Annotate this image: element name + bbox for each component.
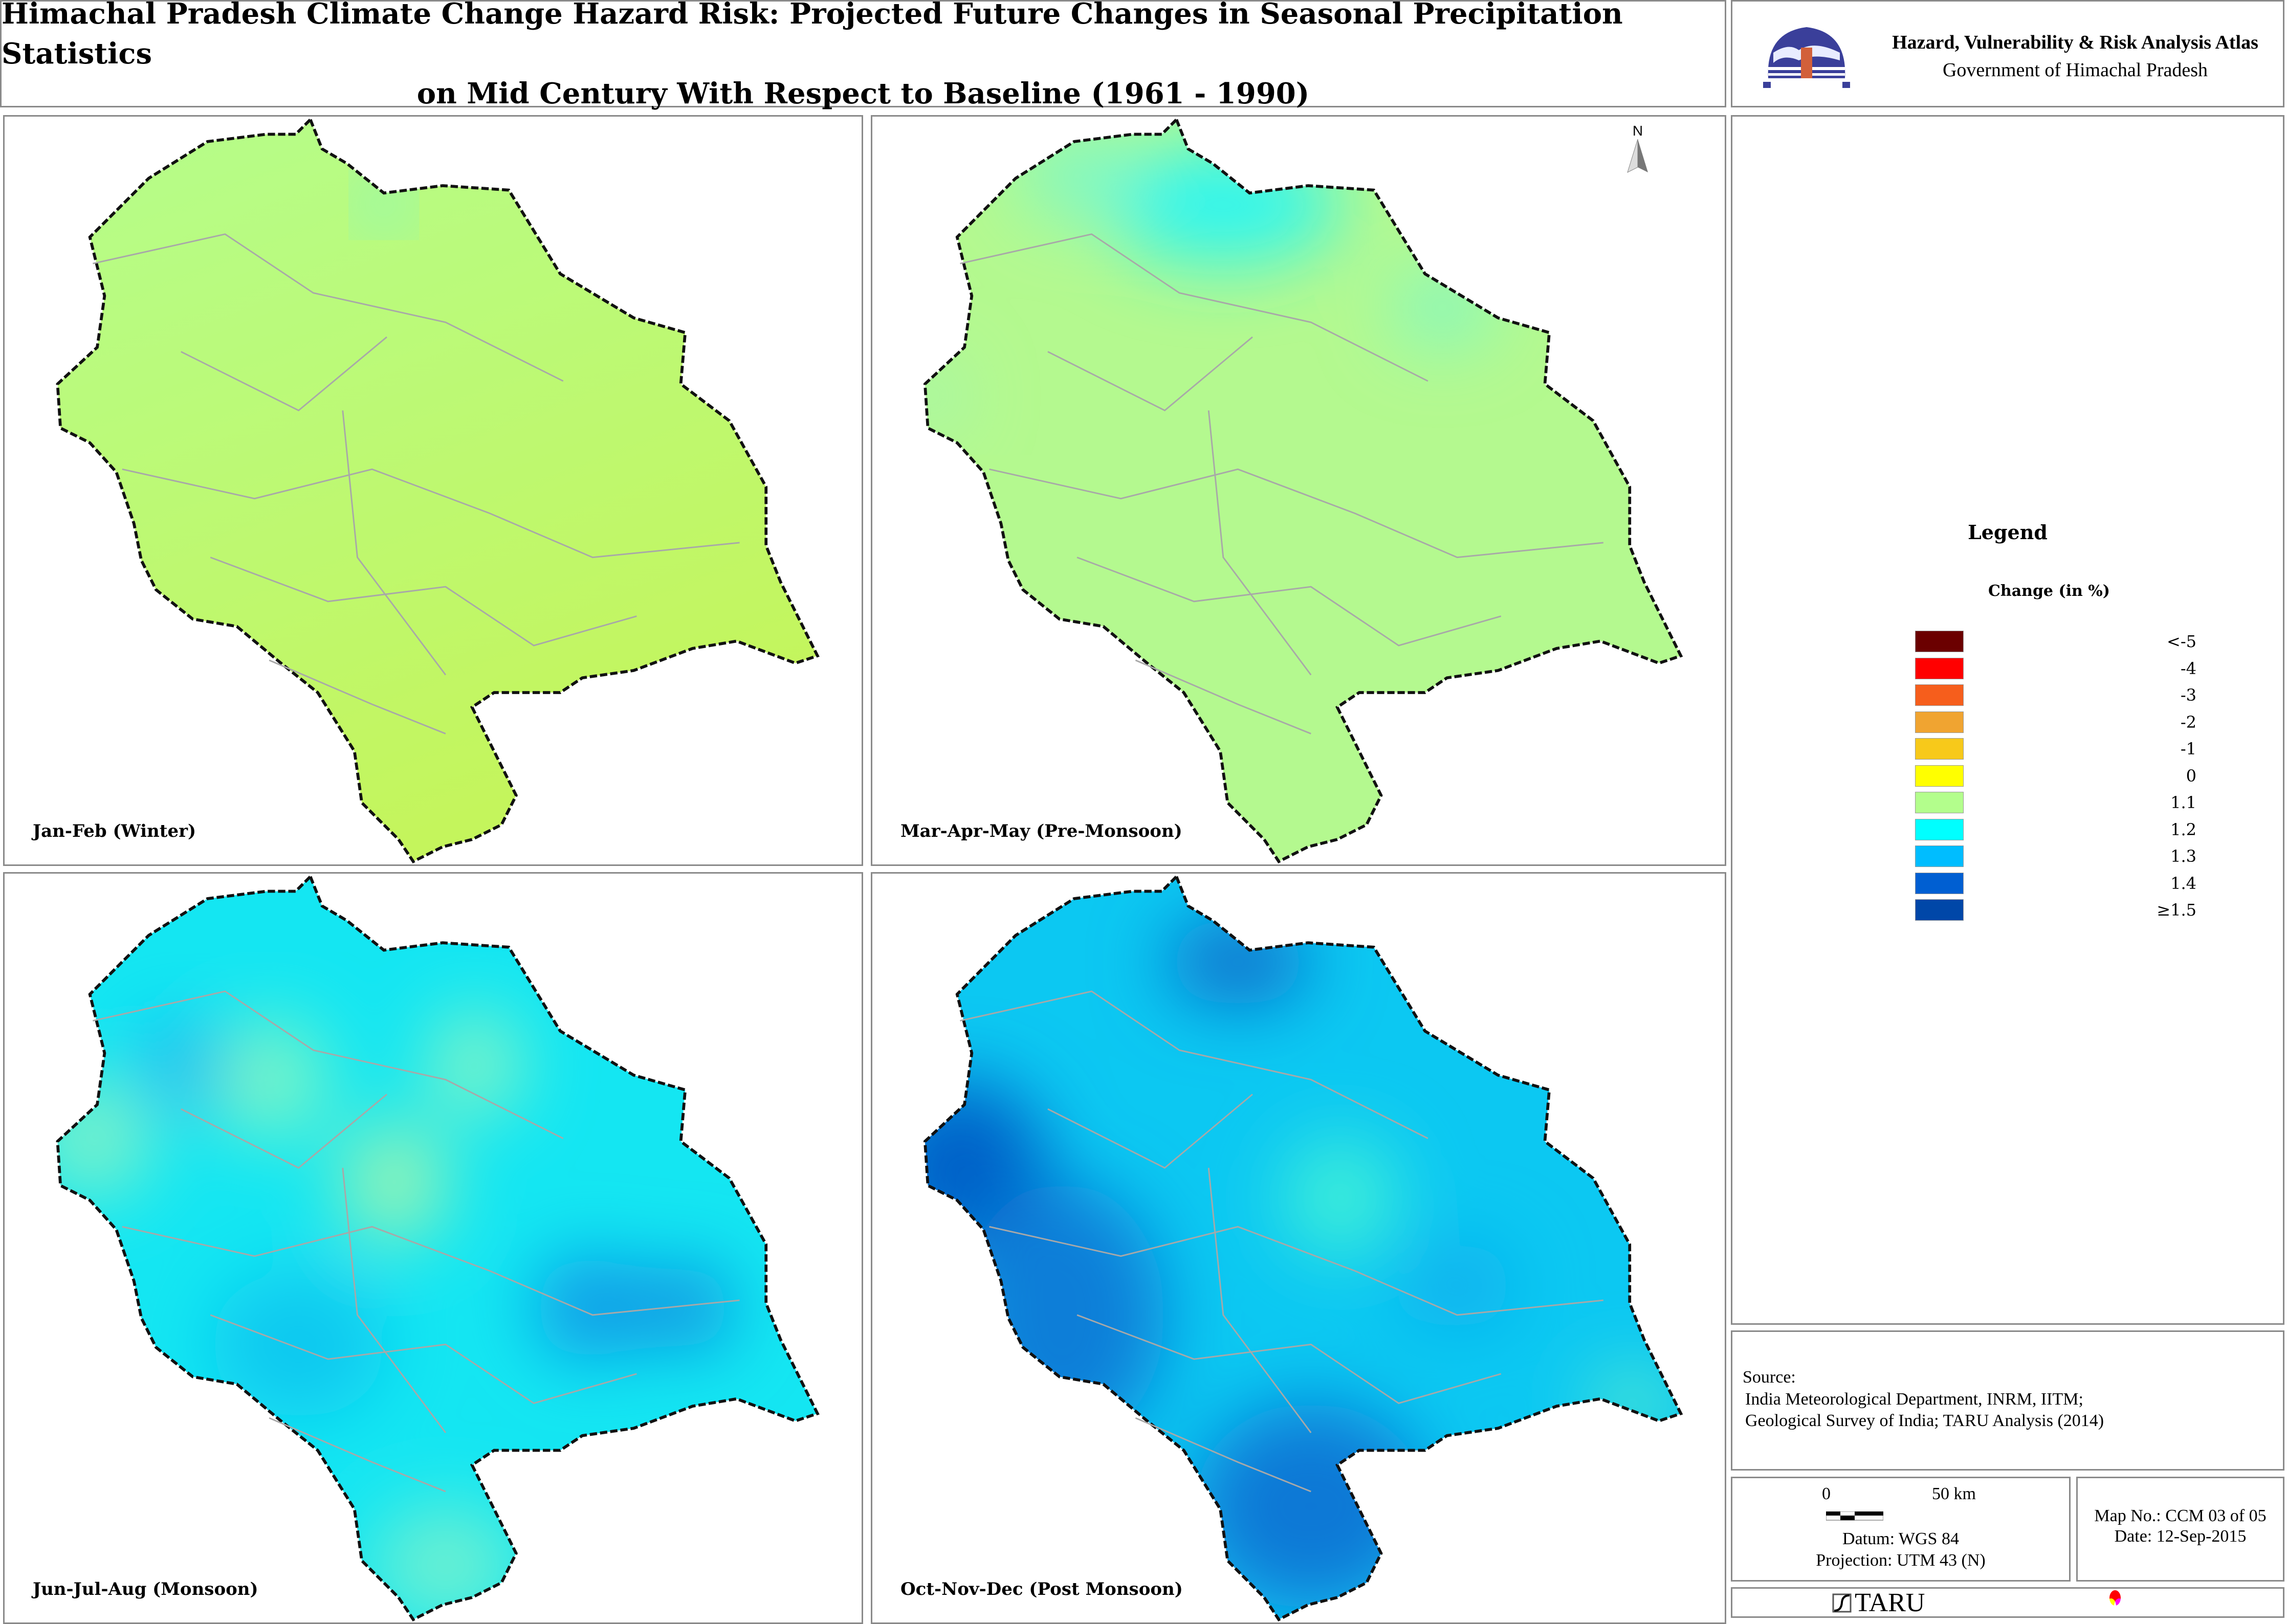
- atlas-subtitle: Government of Himachal Pradesh: [1942, 59, 2208, 81]
- datum: Datum: WGS 84: [1842, 1529, 1959, 1548]
- legend-value: 1.1: [2170, 793, 2196, 812]
- taru-curve-icon: [1832, 1593, 1852, 1613]
- projection: Projection: UTM 43 (N): [1816, 1551, 1986, 1570]
- legend-item: 1.2: [1915, 818, 2287, 840]
- taru-logo: TARU: [1832, 1588, 1925, 1618]
- post-monsoon-map: [872, 874, 1725, 1622]
- legend-value: 1.3: [2170, 847, 2196, 866]
- legend-swatch: [1915, 711, 1964, 733]
- legend-item: 0: [1915, 765, 2287, 787]
- north-arrow: N: [1622, 123, 1653, 179]
- legend-swatch: [1915, 657, 1964, 679]
- legend-item: -3: [1915, 684, 2287, 706]
- north-label: N: [1632, 123, 1643, 139]
- source-heading: Source:: [1743, 1368, 1796, 1387]
- legend-swatch: [1915, 684, 1964, 706]
- map-date: Date: 12-Sep-2015: [2114, 1527, 2247, 1546]
- scale-max: 50 km: [1932, 1484, 1976, 1503]
- legend-swatch: [1915, 738, 1964, 760]
- legend-value: ≥1.5: [2157, 900, 2196, 920]
- panel-label: Jan-Feb (Winter): [33, 821, 196, 841]
- source-box: Source: India Meteorological Department,…: [1731, 1330, 2284, 1471]
- legend-item: 1.3: [1915, 846, 2287, 867]
- legend-swatch: [1915, 765, 1964, 787]
- winter-map: [5, 117, 862, 864]
- atlas-header: Hazard, Vulnerability & Risk Analysis At…: [1731, 0, 2284, 107]
- legend-value: 1.4: [2170, 873, 2196, 893]
- map-panel-monsoon: Jun-Jul-Aug (Monsoon): [3, 872, 863, 1624]
- legend-item: 1.4: [1915, 872, 2287, 894]
- map-number: Map No.: CCM 03 of 05: [2094, 1506, 2267, 1525]
- taru-label: TARU: [1855, 1588, 1925, 1617]
- legend-swatch: [1915, 792, 1964, 813]
- legend-swatch: [1915, 872, 1964, 894]
- source-line-2: Geological Survey of India; TARU Analysi…: [1745, 1411, 2104, 1430]
- himachal-government-logo: [1763, 27, 1850, 89]
- legend-subtitle: Change (in %): [1988, 582, 2110, 600]
- map-panel-winter: Jan-Feb (Winter): [3, 115, 863, 866]
- legend-value: -1: [2180, 739, 2196, 759]
- legend-swatch: [1915, 818, 1964, 840]
- legend-value: -3: [2180, 685, 2196, 705]
- legend-item: <-5: [1915, 631, 2287, 652]
- map-title: Himachal Pradesh Climate Change Hazard R…: [0, 0, 1726, 110]
- footer-logos: TARU: [1731, 1587, 2284, 1618]
- map-panel-pre-monsoon: N Mar-Apr-May (Pre-Monsoon): [871, 115, 1726, 866]
- rgb-circles-icon: [2106, 1590, 2124, 1614]
- legend-swatch: [1915, 846, 1964, 867]
- legend-title: Legend: [1968, 521, 2048, 544]
- legend-item: -2: [1915, 711, 2287, 733]
- legend-item: ≥1.5: [1915, 899, 2287, 921]
- legend-item: -4: [1915, 657, 2287, 679]
- legend-item: 1.1: [1915, 792, 2287, 813]
- map-info-box: Map No.: CCM 03 of 05 Date: 12-Sep-2015: [2076, 1477, 2284, 1582]
- legend-swatch: [1915, 899, 1964, 921]
- legend-value: -4: [2180, 658, 2196, 678]
- north-arrow-icon: [1627, 139, 1648, 173]
- scale-bar: [1826, 1511, 1883, 1521]
- panel-label: Mar-Apr-May (Pre-Monsoon): [900, 821, 1182, 841]
- scale-bar-box: 0 50 km Datum: WGS 84 Projection: UTM 43…: [1731, 1477, 2071, 1582]
- monsoon-map: [5, 874, 862, 1622]
- legend: Legend Change (in %) <-5 -4 -3 -2 -1 0 1.1 1.2 1…: [1731, 115, 2284, 1325]
- legend-value: 0: [2186, 766, 2196, 786]
- map-panel-post-monsoon: Oct-Nov-Dec (Post Monsoon): [871, 872, 1726, 1624]
- title-line-2: on Mid Century With Respect to Baseline …: [416, 77, 1310, 110]
- pre-monsoon-map: [872, 117, 1725, 864]
- panel-label: Oct-Nov-Dec (Post Monsoon): [900, 1579, 1183, 1599]
- legend-value: -2: [2180, 712, 2196, 732]
- title-line-1: Himachal Pradesh Climate Change Hazard R…: [2, 0, 1623, 71]
- source-line-1: India Meteorological Department, INRM, I…: [1745, 1390, 2083, 1409]
- panel-label: Jun-Jul-Aug (Monsoon): [33, 1579, 258, 1599]
- atlas-title: Hazard, Vulnerability & Risk Analysis At…: [1892, 32, 2258, 53]
- legend-item: -1: [1915, 738, 2287, 760]
- legend-value: <-5: [2167, 632, 2196, 651]
- scale-zero: 0: [1822, 1484, 1831, 1503]
- legend-swatch: [1915, 631, 1964, 652]
- legend-value: 1.2: [2170, 819, 2196, 839]
